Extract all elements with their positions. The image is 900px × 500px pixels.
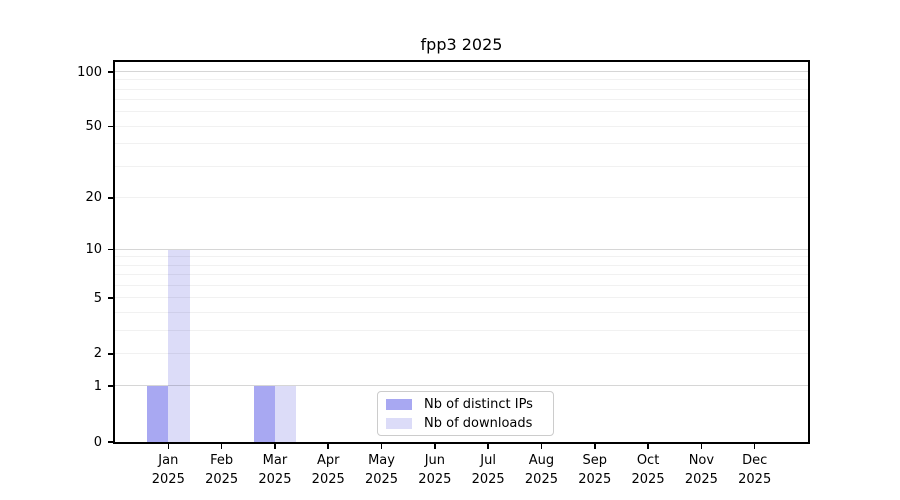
gridline <box>115 352 808 354</box>
y-tick-label: 5 <box>93 290 102 306</box>
x-tick-label: Sep 2025 <box>578 453 612 487</box>
y-tick-label: 100 <box>77 64 102 80</box>
gridline <box>115 385 808 387</box>
x-tick-label: May 2025 <box>364 453 399 487</box>
x-axis-tick <box>593 444 596 449</box>
y-axis-tick <box>108 297 113 299</box>
x-tick-label: Dec 2025 <box>738 453 772 487</box>
y-tick-label: 10 <box>85 242 102 258</box>
legend-label-downloads: Nb of downloads <box>424 415 533 431</box>
gridline <box>115 125 808 127</box>
x-tick-label: Nov 2025 <box>684 453 718 487</box>
gridline <box>115 79 808 81</box>
bar-downloads <box>274 386 297 442</box>
gridline <box>115 196 808 198</box>
gridline <box>115 329 808 331</box>
x-axis-tick <box>700 444 703 449</box>
y-axis-tick <box>108 248 113 251</box>
legend-label-distinct-ips: Nb of distinct IPs <box>424 396 533 412</box>
plot-area <box>113 60 810 444</box>
legend-item-distinct-ips: Nb of distinct IPs <box>386 397 553 412</box>
gridline <box>115 88 808 90</box>
x-tick-label: Aug 2025 <box>524 453 558 487</box>
gridline <box>115 248 808 250</box>
x-axis-tick <box>487 444 489 449</box>
gridline <box>115 297 808 299</box>
x-tick-label: Jul 2025 <box>471 453 505 487</box>
y-tick-label: 50 <box>85 119 102 135</box>
x-axis-tick <box>220 444 223 449</box>
x-tick-label: Feb 2025 <box>205 453 239 487</box>
gridline <box>115 311 808 313</box>
x-axis-tick <box>753 444 756 449</box>
gridline <box>115 143 808 145</box>
x-axis-tick <box>167 444 170 449</box>
chart-title: fpp3 2025 <box>420 35 503 54</box>
gridline <box>115 285 808 286</box>
y-axis-tick <box>108 125 113 128</box>
y-axis-tick <box>108 352 113 355</box>
legend-swatch-downloads <box>386 417 412 429</box>
y-axis-tick <box>108 196 113 199</box>
x-tick-label: Jan 2025 <box>151 453 185 487</box>
gridline <box>115 274 808 276</box>
x-axis-tick <box>380 444 383 449</box>
y-tick-label: 1 <box>93 378 102 394</box>
y-axis-tick <box>108 441 113 443</box>
legend-swatch-distinct-ips <box>386 398 412 410</box>
y-axis-tick <box>108 71 113 73</box>
bar-downloads <box>168 249 190 442</box>
y-tick-label: 0 <box>93 434 102 450</box>
x-tick-label: Apr 2025 <box>311 453 345 487</box>
x-tick-label: Mar 2025 <box>258 453 292 487</box>
x-axis-tick <box>327 444 330 449</box>
bar-distinct-ips <box>146 386 169 442</box>
gridline <box>115 256 808 258</box>
x-tick-label: Oct 2025 <box>631 453 665 487</box>
x-axis-tick <box>540 444 543 449</box>
legend: Nb of distinct IPs Nb of downloads <box>377 391 554 436</box>
gridline <box>115 71 808 72</box>
bar-distinct-ips <box>253 386 275 442</box>
x-tick-label: Jun 2025 <box>418 453 452 487</box>
legend-item-downloads: Nb of downloads <box>386 416 553 431</box>
gridline <box>115 99 808 101</box>
x-axis-tick <box>647 444 649 449</box>
gridline <box>115 264 808 266</box>
gridline <box>115 111 808 113</box>
y-tick-label: 2 <box>93 346 102 362</box>
x-axis-tick <box>274 444 276 449</box>
y-tick-label: 20 <box>85 190 102 206</box>
y-axis-tick <box>108 385 113 388</box>
x-axis-tick <box>434 444 436 449</box>
gridline <box>115 165 808 167</box>
